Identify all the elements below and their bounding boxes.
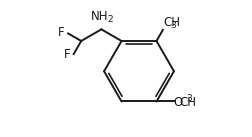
Text: 3: 3 [171,21,176,30]
Text: F: F [64,48,70,61]
Text: CH: CH [179,96,196,109]
Text: 3: 3 [186,94,192,103]
Text: F: F [58,26,65,39]
Text: O: O [174,96,183,109]
Text: CH: CH [164,16,181,29]
Text: NH: NH [91,10,109,23]
Text: 2: 2 [107,15,113,24]
